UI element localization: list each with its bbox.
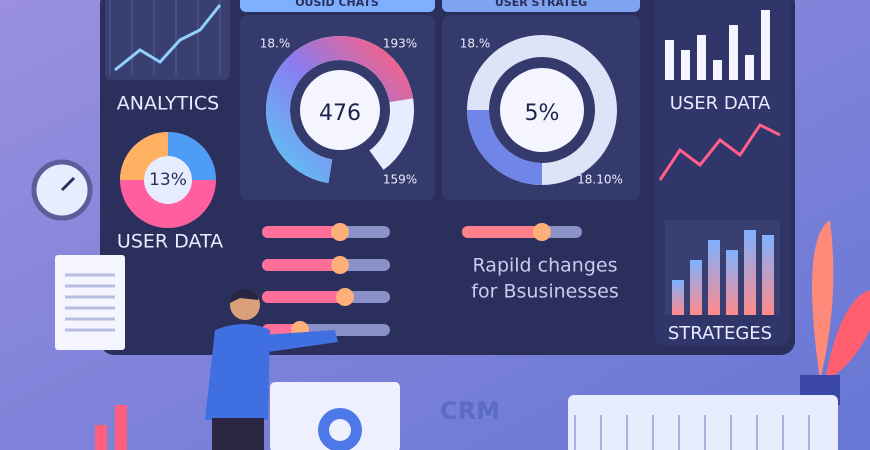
gauge-label: 18.10% xyxy=(577,173,623,187)
leaf xyxy=(825,290,870,380)
deco-bar xyxy=(729,25,738,80)
message-line: for Bsusinesses xyxy=(471,281,618,303)
tab xyxy=(240,0,435,12)
pie-value: 13% xyxy=(149,170,187,190)
deco-bar xyxy=(744,230,756,315)
user-data-label: USER DATA xyxy=(670,93,771,114)
gauge-label: 159% xyxy=(383,173,417,187)
deco-bar xyxy=(713,60,722,80)
slider-fill xyxy=(262,324,300,336)
deco-bar xyxy=(762,235,774,315)
trend-line xyxy=(658,123,781,181)
slider-fill xyxy=(262,291,345,303)
chart-panel xyxy=(105,0,230,80)
analytics-label: ANALYTICS xyxy=(117,93,219,115)
person-legs xyxy=(212,418,264,450)
gauge-arc xyxy=(467,109,543,185)
strategies-label: STRATEGES xyxy=(668,323,772,344)
leaf xyxy=(812,220,834,380)
message-line: Rapild changes xyxy=(473,255,618,277)
clock-hand xyxy=(60,176,76,192)
gauge-label: 18.% xyxy=(460,37,491,51)
gauge-arc xyxy=(266,36,414,184)
user-data-label: USER DATA xyxy=(117,231,223,253)
slider-knob xyxy=(331,256,349,274)
laptop-pie-hole xyxy=(329,419,351,441)
document xyxy=(55,255,125,350)
tab xyxy=(442,0,640,12)
deco-bar xyxy=(761,10,770,80)
person-body xyxy=(205,324,270,420)
deco-bar xyxy=(665,40,674,80)
crm-label: CRM xyxy=(440,397,500,425)
bottom-panel xyxy=(568,395,838,450)
deco-bar xyxy=(95,425,107,450)
gauge-value: 476 xyxy=(319,101,361,126)
chart-panel xyxy=(665,220,780,315)
deco-bar xyxy=(672,280,684,315)
deco-bar xyxy=(745,55,754,80)
gauge-label: 193% xyxy=(383,37,417,51)
slider-knob xyxy=(533,223,551,241)
gauge-label: 18.% xyxy=(260,37,291,51)
deco-bar xyxy=(115,405,127,450)
trend-line xyxy=(114,4,222,72)
slider-fill xyxy=(462,226,542,238)
tab-label: OUSID CHATS xyxy=(295,0,379,9)
deco-bar xyxy=(697,35,706,80)
slider-knob xyxy=(331,223,349,241)
deco-bar xyxy=(681,50,690,80)
person-arm xyxy=(262,330,338,352)
slider-knob xyxy=(336,288,354,306)
person-hair xyxy=(230,289,259,303)
tab-label: USER STRATEG xyxy=(495,0,587,9)
gauge-center xyxy=(500,68,584,152)
pie-hole xyxy=(144,156,192,204)
gauge-center xyxy=(300,70,380,150)
slider-fill xyxy=(262,226,340,238)
deco-bar xyxy=(726,250,738,315)
deco-bar xyxy=(690,260,702,315)
gauge-value: 5% xyxy=(525,101,560,126)
deco-bar xyxy=(708,240,720,315)
slider-fill xyxy=(262,259,340,271)
